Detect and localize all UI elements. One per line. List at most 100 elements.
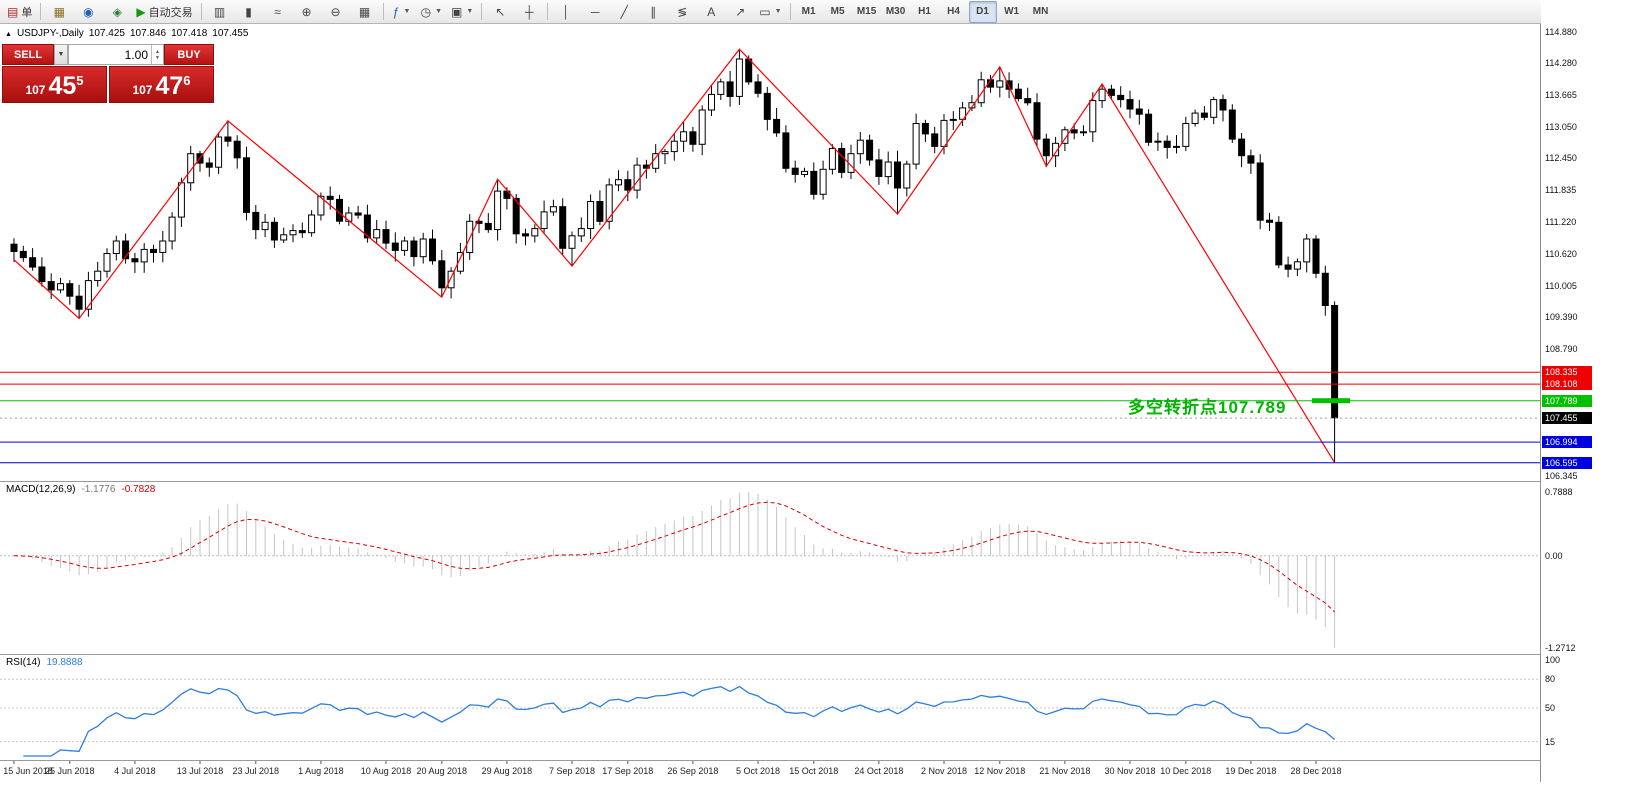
- macd-label-row: MACD(12,26,9) -1.1776 -0.7828: [6, 484, 155, 495]
- macd-signal-line: [13, 501, 1335, 613]
- periods-icon: ◷: [420, 4, 432, 19]
- ohlc-low: 107.418: [171, 28, 208, 39]
- macd-name: MACD(12,26,9): [6, 484, 76, 495]
- sell-price-button[interactable]: 107 45 5: [2, 66, 107, 103]
- time-axis-label: 2 Nov 2018: [921, 766, 967, 776]
- buy-button[interactable]: BUY: [164, 44, 214, 65]
- shapes-tool-button[interactable]: ▭ ▼: [755, 1, 785, 23]
- tile-windows-icon: ▦: [358, 4, 371, 19]
- axis-label: 106.345: [1545, 470, 1578, 481]
- zoom-out-icon: ⊖: [330, 4, 341, 19]
- timeframe-m15-button[interactable]: M15: [853, 1, 881, 23]
- vertical-line-tool-icon: │: [562, 4, 571, 19]
- toolbar-separator: [382, 3, 384, 20]
- time-axis-label: 26 Sep 2018: [667, 766, 718, 776]
- candlestick-mode-button[interactable]: ▮: [235, 1, 263, 23]
- new-order-icon: ▤: [7, 4, 19, 19]
- axis-label: 50: [1545, 703, 1556, 713]
- time-axis-label: 10 Dec 2018: [1160, 766, 1211, 776]
- price-axis-separator: [1540, 24, 1541, 782]
- time-axis-label: 5 Oct 2018: [736, 766, 780, 776]
- vertical-line-tool-button[interactable]: │: [552, 1, 580, 23]
- timeframe-w1-label: W1: [1004, 6, 1020, 17]
- fibonacci-tool-button[interactable]: ≶: [668, 1, 696, 23]
- time-axis-label: 30 Nov 2018: [1104, 766, 1155, 776]
- indicators-button[interactable]: ƒ ▼: [388, 1, 416, 23]
- chart-windows-button[interactable]: ▦: [45, 1, 73, 23]
- lot-dropdown-caret-icon[interactable]: ▼: [54, 44, 68, 65]
- chevron-down-icon: ▼: [774, 8, 782, 15]
- market-watch-button[interactable]: ◉: [74, 1, 102, 23]
- time-axis-label: 20 Aug 2018: [417, 766, 468, 776]
- time-axis-label: 10 Aug 2018: [361, 766, 412, 776]
- axis-label: 15: [1545, 736, 1556, 747]
- timeframe-m1-button[interactable]: M1: [795, 1, 823, 23]
- time-axis-label: 12 Nov 2018: [974, 766, 1025, 776]
- price-level-badge: 107.455: [1542, 412, 1592, 425]
- arrow-tool-button[interactable]: ↗: [726, 1, 754, 23]
- crosshair-tool-button[interactable]: ┼: [515, 1, 543, 23]
- timeframe-d1-button[interactable]: D1: [968, 0, 997, 23]
- bar-chart-mode-button[interactable]: ▥: [206, 1, 234, 23]
- zoom-out-button[interactable]: ⊖: [322, 1, 350, 23]
- axis-label: -1.2712: [1545, 643, 1576, 653]
- time-axis-label: 4 Jul 2018: [114, 766, 156, 776]
- timeframe-h1-label: H1: [918, 6, 931, 17]
- timeframe-h1-button[interactable]: H1: [911, 1, 939, 23]
- buy-price-button[interactable]: 107 47 6: [109, 66, 214, 103]
- candles-layer: [10, 49, 1339, 463]
- indicators-icon: ƒ: [392, 4, 400, 19]
- lot-size-input[interactable]: 1.00 ▲ ▼: [68, 44, 164, 65]
- time-axis-label: 13 Jul 2018: [177, 766, 224, 776]
- buy-price-prefix: 107: [132, 83, 153, 97]
- bar-chart-mode-icon: ▥: [213, 4, 226, 19]
- buy-price-main: 47: [155, 72, 184, 100]
- new-order-button[interactable]: ▤ 单: [3, 1, 36, 23]
- periods-button[interactable]: ◷ ▼: [417, 1, 446, 23]
- text-tool-icon: A: [707, 4, 716, 19]
- autotrading-label: 自动交易: [148, 6, 193, 19]
- rsi-label-row: RSI(14) 19.8888: [6, 657, 83, 668]
- templates-icon: ▣: [451, 4, 463, 19]
- chart-symbol-label: USDJPY-,Daily: [16, 28, 84, 39]
- tile-windows-button[interactable]: ▦: [351, 1, 379, 23]
- timeframe-m5-label: M5: [830, 6, 845, 17]
- panel-separator: [0, 481, 1630, 482]
- trendline-tool-button[interactable]: ╱: [610, 1, 638, 23]
- fibonacci-tool-icon: ≶: [677, 4, 688, 19]
- buy-price-sup: 6: [183, 73, 191, 88]
- text-tool-button[interactable]: A: [697, 1, 725, 23]
- horizontal-line-tool-button[interactable]: ─: [581, 1, 609, 23]
- zoom-in-icon: ⊕: [301, 4, 312, 19]
- time-axis-label: 7 Sep 2018: [549, 766, 595, 776]
- timeframe-m5-button[interactable]: M5: [824, 1, 852, 23]
- cursor-tool-button[interactable]: ↖: [486, 1, 514, 23]
- spin-down-icon[interactable]: ▼: [155, 54, 160, 61]
- rsi-line: [23, 685, 1336, 757]
- toolbar-separator: [789, 3, 791, 20]
- navigator-button[interactable]: ◈: [103, 1, 131, 23]
- macd-signal-value: -0.7828: [121, 484, 156, 495]
- timeframe-mn-button[interactable]: MN: [1027, 1, 1055, 23]
- line-chart-mode-button[interactable]: ≈: [264, 1, 292, 23]
- timeframe-d1-label: D1: [976, 6, 989, 17]
- sell-button[interactable]: SELL: [2, 44, 54, 65]
- zoom-in-button[interactable]: ⊕: [293, 1, 321, 23]
- price-axis: 114.880 114.280 113.665 113.050 112.450 111.8…: [1541, 0, 1630, 811]
- macd-value: -1.1776: [81, 484, 116, 495]
- timeframe-w1-button[interactable]: W1: [998, 1, 1026, 23]
- autotrading-button[interactable]: ▶ 自动交易: [132, 1, 196, 23]
- arrow-tool-icon: ↗: [735, 4, 746, 19]
- lot-spinner[interactable]: ▲ ▼: [151, 45, 163, 64]
- timeframe-m30-button[interactable]: M30: [882, 1, 910, 23]
- templates-button[interactable]: ▣ ▼: [447, 1, 477, 23]
- spin-up-icon[interactable]: ▲: [155, 48, 160, 55]
- price-level-badge: 108.108: [1542, 378, 1592, 391]
- timeframe-h4-button[interactable]: H4: [940, 1, 968, 23]
- price-level-badge: 106.994: [1542, 436, 1592, 449]
- price-level-badge: 108.335: [1542, 366, 1592, 379]
- channel-tool-button[interactable]: ∥: [639, 1, 667, 23]
- chevron-down-icon: ▼: [435, 8, 442, 15]
- chevron-down-icon: ▼: [466, 8, 474, 15]
